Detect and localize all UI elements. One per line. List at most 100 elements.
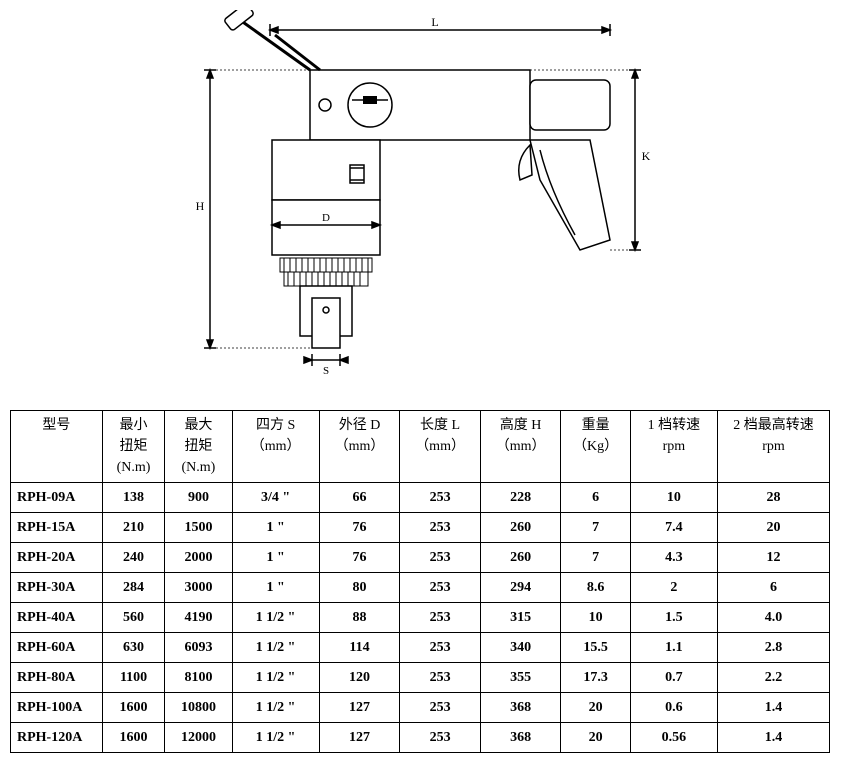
cell-l: 253 bbox=[400, 663, 481, 693]
cell-d: 114 bbox=[319, 633, 400, 663]
header-length: 长度 L （mm） bbox=[400, 411, 481, 483]
table-row: RPH-40A56041901 1/2 "88253315101.54.0 bbox=[11, 603, 830, 633]
cell-w: 6 bbox=[561, 483, 630, 513]
svg-text:K: K bbox=[642, 149, 651, 163]
header-square-drive: 四方 S （mm） bbox=[232, 411, 319, 483]
header-weight: 重量 （Kg） bbox=[561, 411, 630, 483]
cell-model: RPH-15A bbox=[11, 513, 103, 543]
cell-l: 253 bbox=[400, 693, 481, 723]
cell-r2: 20 bbox=[718, 513, 830, 543]
cell-s: 1 " bbox=[232, 543, 319, 573]
cell-r1: 1.1 bbox=[630, 633, 717, 663]
cell-min: 138 bbox=[102, 483, 165, 513]
cell-w: 8.6 bbox=[561, 573, 630, 603]
cell-min: 1100 bbox=[102, 663, 165, 693]
cell-h: 260 bbox=[480, 543, 561, 573]
technical-diagram: L bbox=[0, 0, 841, 400]
cell-min: 284 bbox=[102, 573, 165, 603]
cell-max: 3000 bbox=[165, 573, 232, 603]
cell-s: 1 " bbox=[232, 573, 319, 603]
table-row: RPH-60A63060931 1/2 "11425334015.51.12.8 bbox=[11, 633, 830, 663]
cell-h: 368 bbox=[480, 693, 561, 723]
cell-s: 1 " bbox=[232, 513, 319, 543]
cell-r2: 4.0 bbox=[718, 603, 830, 633]
cell-r2: 28 bbox=[718, 483, 830, 513]
cell-w: 15.5 bbox=[561, 633, 630, 663]
cell-min: 240 bbox=[102, 543, 165, 573]
cell-model: RPH-09A bbox=[11, 483, 103, 513]
cell-s: 1 1/2 " bbox=[232, 633, 319, 663]
svg-text:D: D bbox=[322, 212, 330, 224]
cell-d: 127 bbox=[319, 723, 400, 753]
cell-h: 368 bbox=[480, 723, 561, 753]
cell-w: 10 bbox=[561, 603, 630, 633]
cell-h: 340 bbox=[480, 633, 561, 663]
svg-text:L: L bbox=[431, 15, 438, 29]
cell-max: 10800 bbox=[165, 693, 232, 723]
cell-w: 20 bbox=[561, 723, 630, 753]
cell-d: 76 bbox=[319, 543, 400, 573]
cell-w: 20 bbox=[561, 693, 630, 723]
table-row: RPH-100A1600108001 1/2 "127253368200.61.… bbox=[11, 693, 830, 723]
cell-l: 253 bbox=[400, 513, 481, 543]
header-speed-1: 1 档转速 rpm bbox=[630, 411, 717, 483]
svg-text:H: H bbox=[196, 199, 205, 213]
cell-r2: 12 bbox=[718, 543, 830, 573]
header-min-torque: 最小 扭矩 (N.m) bbox=[102, 411, 165, 483]
cell-max: 900 bbox=[165, 483, 232, 513]
cell-max: 6093 bbox=[165, 633, 232, 663]
cell-l: 253 bbox=[400, 603, 481, 633]
cell-h: 228 bbox=[480, 483, 561, 513]
cell-l: 253 bbox=[400, 483, 481, 513]
cell-r2: 2.2 bbox=[718, 663, 830, 693]
cell-r1: 0.56 bbox=[630, 723, 717, 753]
cell-s: 1 1/2 " bbox=[232, 663, 319, 693]
cell-d: 120 bbox=[319, 663, 400, 693]
cell-model: RPH-120A bbox=[11, 723, 103, 753]
cell-min: 1600 bbox=[102, 693, 165, 723]
cell-l: 253 bbox=[400, 543, 481, 573]
cell-s: 1 1/2 " bbox=[232, 723, 319, 753]
cell-model: RPH-20A bbox=[11, 543, 103, 573]
cell-max: 8100 bbox=[165, 663, 232, 693]
spec-table-container: 型号 最小 扭矩 (N.m) 最大 扭矩 (N.m) 四方 S （mm） bbox=[0, 400, 841, 753]
header-diameter: 外径 D （mm） bbox=[319, 411, 400, 483]
cell-r2: 6 bbox=[718, 573, 830, 603]
table-row: RPH-15A21015001 "7625326077.420 bbox=[11, 513, 830, 543]
header-height: 高度 H （mm） bbox=[480, 411, 561, 483]
cell-l: 253 bbox=[400, 723, 481, 753]
cell-max: 12000 bbox=[165, 723, 232, 753]
cell-h: 260 bbox=[480, 513, 561, 543]
cell-s: 3/4 " bbox=[232, 483, 319, 513]
cell-max: 1500 bbox=[165, 513, 232, 543]
table-header-row: 型号 最小 扭矩 (N.m) 最大 扭矩 (N.m) 四方 S （mm） bbox=[11, 411, 830, 483]
cell-d: 127 bbox=[319, 693, 400, 723]
cell-r1: 2 bbox=[630, 573, 717, 603]
cell-max: 2000 bbox=[165, 543, 232, 573]
cell-d: 66 bbox=[319, 483, 400, 513]
cell-model: RPH-80A bbox=[11, 663, 103, 693]
cell-r1: 7.4 bbox=[630, 513, 717, 543]
table-row: RPH-30A28430001 "802532948.626 bbox=[11, 573, 830, 603]
cell-s: 1 1/2 " bbox=[232, 693, 319, 723]
cell-d: 80 bbox=[319, 573, 400, 603]
cell-w: 17.3 bbox=[561, 663, 630, 693]
cell-model: RPH-100A bbox=[11, 693, 103, 723]
cell-w: 7 bbox=[561, 513, 630, 543]
cell-l: 253 bbox=[400, 633, 481, 663]
cell-r2: 1.4 bbox=[718, 723, 830, 753]
table-row: RPH-20A24020001 "7625326074.312 bbox=[11, 543, 830, 573]
cell-model: RPH-60A bbox=[11, 633, 103, 663]
cell-min: 560 bbox=[102, 603, 165, 633]
cell-h: 315 bbox=[480, 603, 561, 633]
cell-d: 88 bbox=[319, 603, 400, 633]
cell-min: 210 bbox=[102, 513, 165, 543]
cell-r1: 1.5 bbox=[630, 603, 717, 633]
cell-s: 1 1/2 " bbox=[232, 603, 319, 633]
cell-w: 7 bbox=[561, 543, 630, 573]
cell-r2: 1.4 bbox=[718, 693, 830, 723]
cell-r1: 10 bbox=[630, 483, 717, 513]
cell-r2: 2.8 bbox=[718, 633, 830, 663]
cell-max: 4190 bbox=[165, 603, 232, 633]
torque-wrench-drawing: L bbox=[180, 10, 660, 390]
